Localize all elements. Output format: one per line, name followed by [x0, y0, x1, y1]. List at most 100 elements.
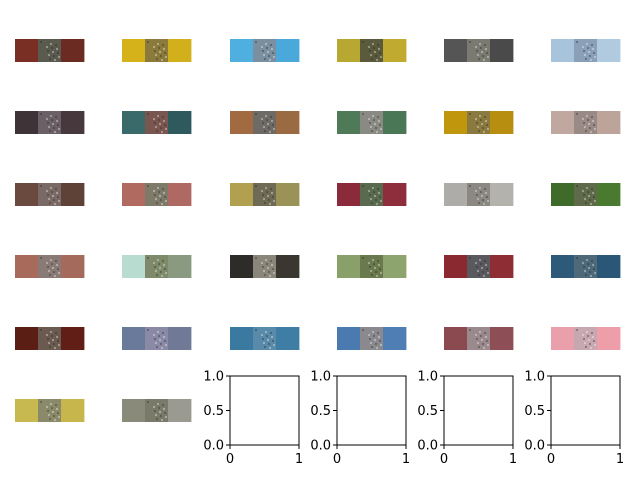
image-speckle: [154, 50, 156, 52]
y-tick-label: 0.5: [524, 404, 545, 419]
image-speckle: [56, 408, 58, 410]
image-speckle: [369, 122, 371, 124]
image-speckle: [480, 335, 482, 337]
image-speckle: [156, 418, 158, 420]
image-speckle: [55, 188, 57, 190]
image-panel: [551, 111, 621, 134]
image-speckle: [587, 119, 589, 121]
image-segment: [230, 255, 254, 278]
image-speckle: [48, 342, 50, 344]
image-speckle: [264, 346, 266, 348]
image-speckle: [371, 130, 373, 132]
image-speckle: [261, 190, 263, 192]
image-panel: [15, 39, 85, 62]
image-speckle: [272, 268, 274, 270]
image-speckle: [160, 55, 162, 57]
image-speckle: [378, 192, 380, 194]
image-speckle: [264, 130, 266, 132]
image-speckle: [377, 44, 379, 46]
image-speckle: [147, 41, 149, 43]
image-segment: [337, 255, 361, 278]
image-segment: [145, 255, 169, 278]
image-segment: [337, 183, 361, 206]
image-speckle: [273, 128, 275, 130]
image-speckle: [157, 43, 159, 45]
image-speckle: [154, 194, 156, 196]
image-speckle: [583, 122, 585, 124]
image-segment: [15, 111, 39, 134]
image-speckle: [158, 119, 160, 121]
image-speckle: [159, 339, 161, 341]
image-speckle: [584, 54, 586, 56]
image-speckle: [469, 113, 471, 115]
image-speckle: [368, 262, 370, 264]
image-speckle: [155, 54, 157, 56]
image-speckle: [255, 185, 257, 187]
axes-frame: [550, 375, 621, 446]
image-speckle: [376, 275, 378, 277]
image-speckle: [155, 198, 157, 200]
image-speckle: [273, 344, 275, 346]
image-speckle: [476, 122, 478, 124]
image-segment: [490, 39, 514, 62]
image-segment: [444, 183, 468, 206]
y-tick-label: 0.0: [310, 439, 331, 454]
image-panel: [551, 327, 621, 350]
image-speckle: [58, 200, 60, 202]
image-segment: [444, 111, 468, 134]
image-speckle: [49, 346, 51, 348]
image-segment: [444, 327, 468, 350]
image-segment: [38, 399, 62, 422]
image-speckle: [164, 268, 166, 270]
image-speckle: [585, 346, 587, 348]
image-speckle: [594, 200, 596, 202]
image-segment: [597, 39, 621, 62]
image-speckle: [486, 268, 488, 270]
image-speckle: [487, 272, 489, 274]
image-speckle: [156, 202, 158, 204]
image-speckle: [584, 126, 586, 128]
image-speckle: [584, 270, 586, 272]
image-panel: [15, 255, 85, 278]
image-speckle: [164, 412, 166, 414]
image-segment: [15, 255, 39, 278]
image-speckle: [52, 339, 54, 341]
image-speckle: [593, 268, 595, 270]
image-speckle: [154, 410, 156, 412]
image-speckle: [590, 347, 592, 349]
image-panel: [122, 399, 192, 422]
image-panel: [444, 255, 514, 278]
image-speckle: [54, 131, 56, 133]
image-speckle: [272, 340, 274, 342]
image-speckle: [54, 275, 56, 277]
image-speckle: [485, 264, 487, 266]
image-speckle: [269, 131, 271, 133]
x-tick-label: 0: [333, 452, 341, 467]
image-speckle: [380, 128, 382, 130]
image-speckle: [265, 115, 267, 117]
image-speckle: [586, 187, 588, 189]
image-speckle: [369, 194, 371, 196]
image-speckle: [159, 51, 161, 53]
image-speckle: [594, 128, 596, 130]
image-speckle: [265, 259, 267, 261]
image-segment: [337, 111, 361, 134]
image-speckle: [156, 130, 158, 132]
image-speckle: [479, 187, 481, 189]
image-segment: [122, 111, 146, 134]
image-panel: [230, 183, 300, 206]
image-speckle: [164, 196, 166, 198]
image-speckle: [161, 347, 163, 349]
image-speckle: [162, 332, 164, 334]
image-speckle: [362, 185, 364, 187]
image-speckle: [582, 190, 584, 192]
image-speckle: [155, 342, 157, 344]
image-speckle: [262, 50, 264, 52]
image-segment: [276, 327, 300, 350]
image-speckle: [587, 191, 589, 193]
image-segment: [490, 327, 514, 350]
image-speckle: [54, 203, 56, 205]
image-speckle: [153, 118, 155, 120]
image-speckle: [380, 200, 382, 202]
image-speckle: [163, 336, 165, 338]
